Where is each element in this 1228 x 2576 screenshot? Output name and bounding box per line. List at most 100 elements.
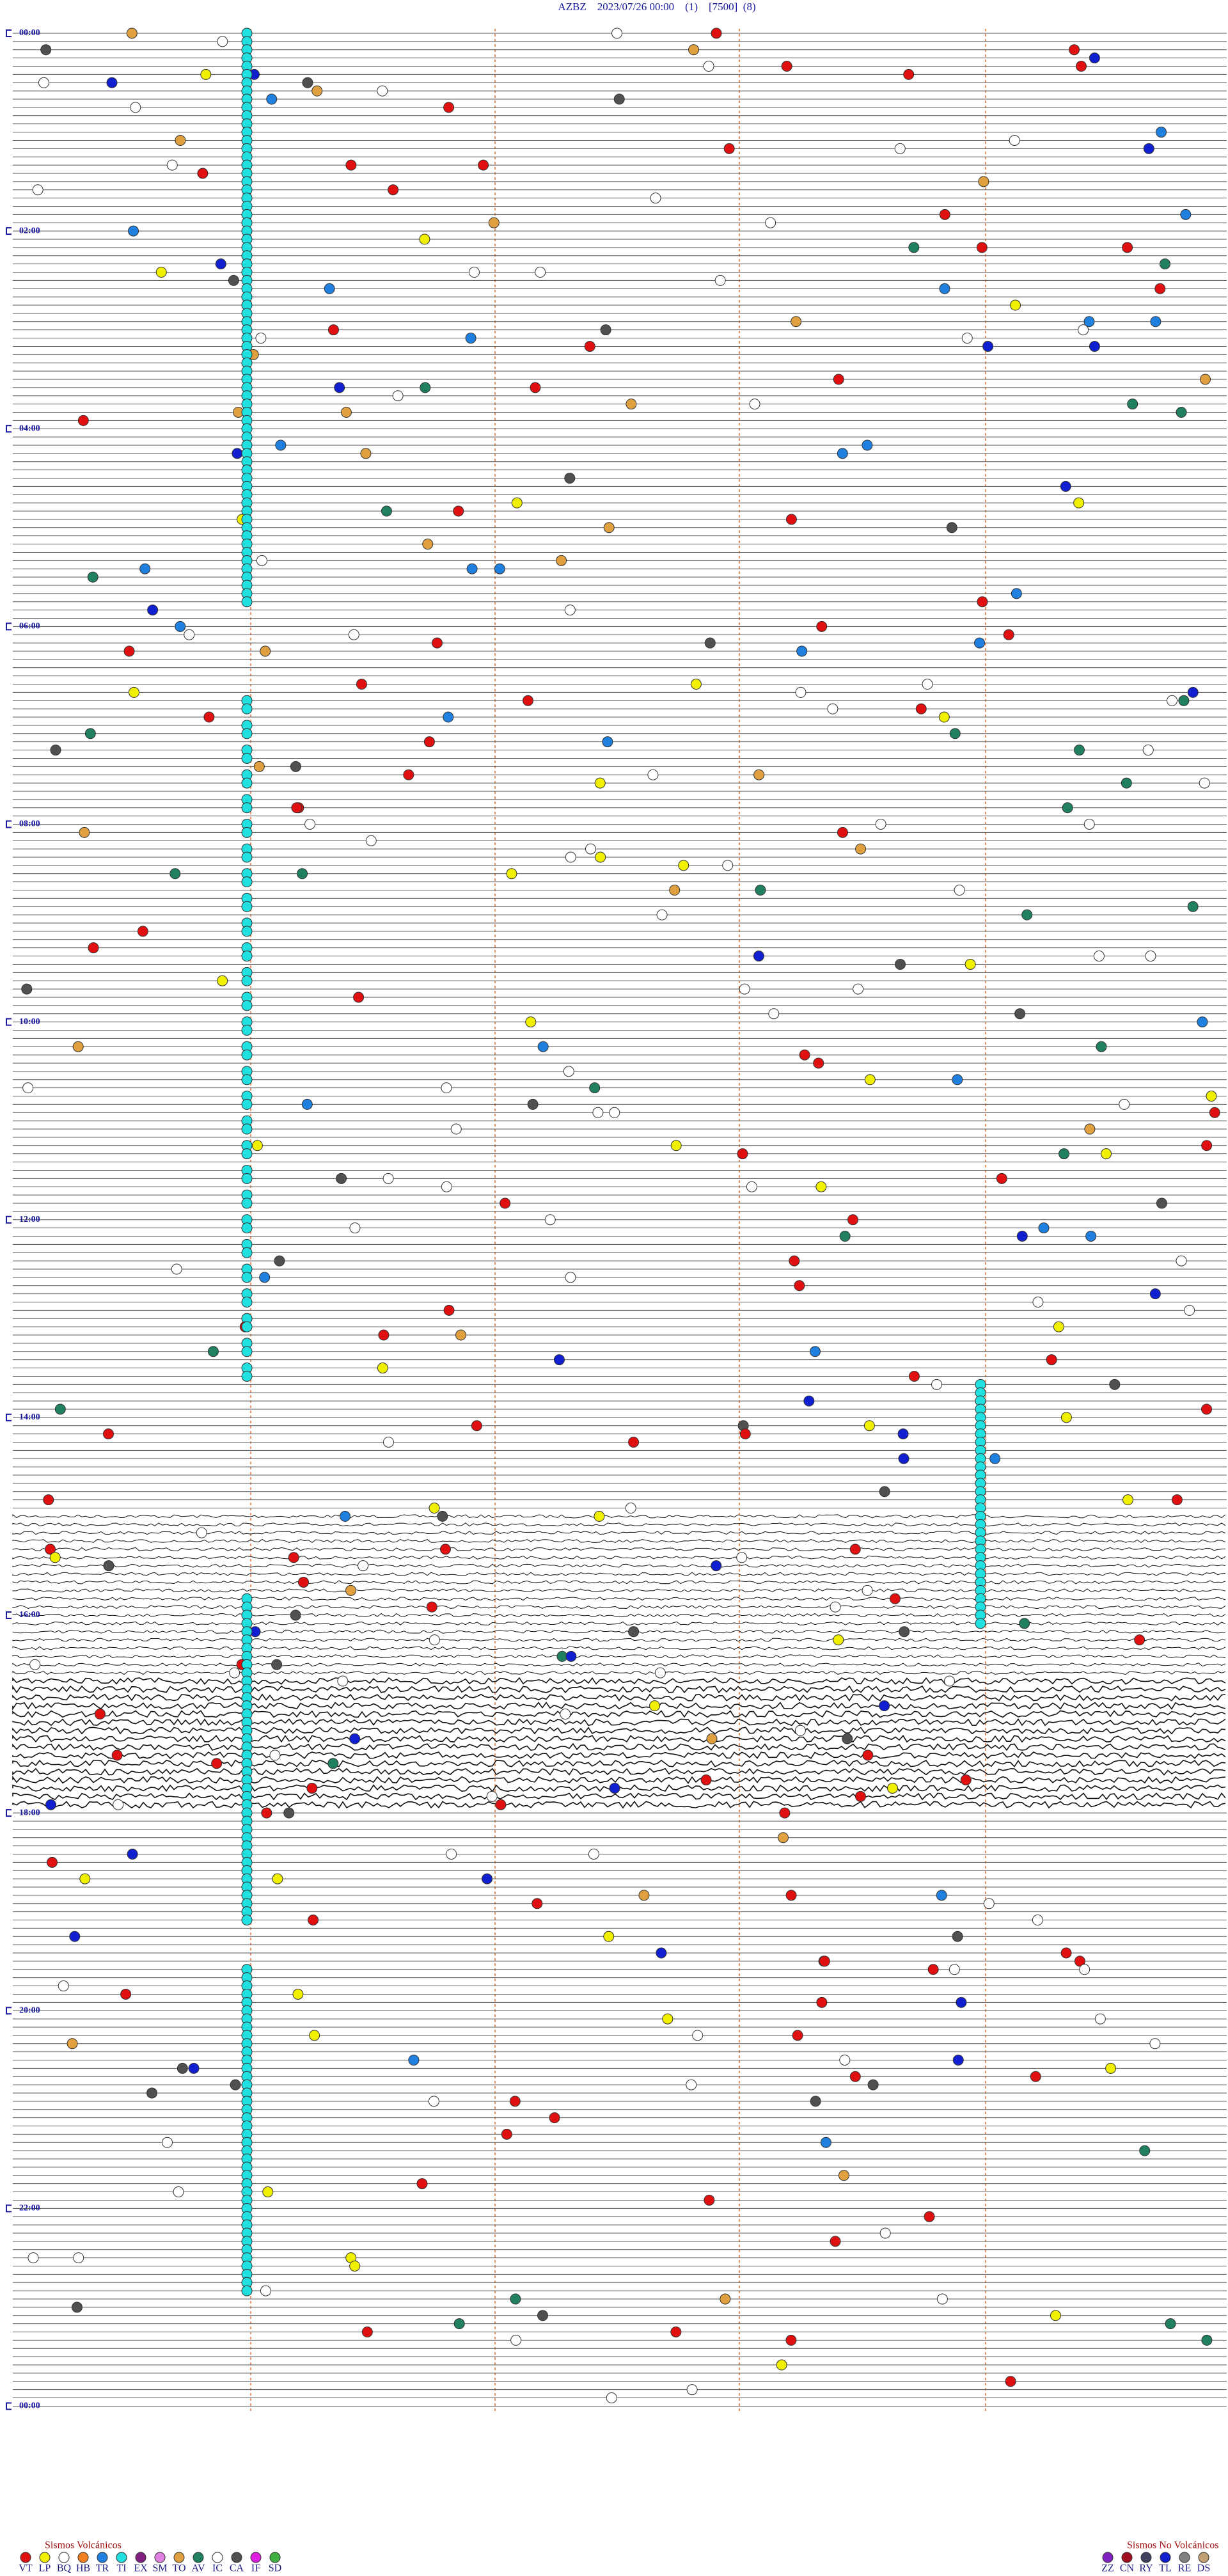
event-marker bbox=[816, 620, 828, 632]
event-marker bbox=[255, 333, 267, 344]
event-marker bbox=[1154, 283, 1166, 294]
event-marker bbox=[1167, 695, 1178, 706]
event-marker bbox=[854, 1790, 866, 1802]
event-marker bbox=[71, 2302, 83, 2313]
event-marker bbox=[755, 885, 766, 896]
legend-swatch bbox=[1140, 2552, 1152, 2563]
seismic-trace bbox=[12, 1588, 1226, 1593]
event-marker bbox=[1079, 1964, 1090, 1975]
event-marker bbox=[241, 1272, 253, 1283]
event-marker bbox=[711, 1560, 722, 1572]
event-marker bbox=[1121, 777, 1132, 789]
event-marker bbox=[88, 942, 99, 954]
event-marker bbox=[1032, 1297, 1044, 1308]
event-marker bbox=[102, 1428, 114, 1440]
event-marker bbox=[669, 885, 681, 896]
event-marker bbox=[603, 1931, 615, 1942]
event-marker bbox=[897, 1428, 909, 1440]
event-marker bbox=[260, 2285, 271, 2296]
event-marker bbox=[656, 909, 668, 921]
seismic-trace bbox=[12, 1800, 1226, 1809]
event-marker bbox=[260, 645, 271, 657]
event-marker bbox=[308, 1915, 319, 1926]
event-marker bbox=[1178, 695, 1190, 706]
event-marker bbox=[241, 777, 253, 789]
event-marker bbox=[175, 620, 186, 632]
event-marker bbox=[361, 2327, 373, 2338]
event-marker bbox=[169, 868, 181, 880]
event-marker bbox=[327, 324, 339, 336]
event-marker bbox=[103, 1560, 114, 1572]
event-marker bbox=[847, 1214, 858, 1226]
time-label: 06:00 bbox=[19, 622, 40, 631]
event-marker bbox=[1016, 1230, 1028, 1242]
seismic-trace bbox=[12, 1693, 1226, 1702]
event-marker bbox=[946, 522, 957, 533]
event-marker bbox=[197, 168, 209, 179]
event-marker bbox=[777, 1832, 789, 1844]
event-marker bbox=[638, 1890, 650, 1901]
event-marker bbox=[324, 283, 335, 294]
event-marker bbox=[1053, 1321, 1064, 1332]
event-marker bbox=[241, 1173, 253, 1184]
event-marker bbox=[94, 1709, 106, 1720]
event-marker bbox=[360, 448, 372, 459]
event-marker bbox=[956, 1996, 967, 2008]
event-marker bbox=[302, 77, 313, 88]
legend-swatch bbox=[212, 2552, 223, 2563]
event-marker bbox=[1073, 497, 1085, 509]
event-marker bbox=[1206, 1091, 1217, 1102]
event-marker bbox=[123, 645, 135, 657]
event-marker bbox=[1180, 209, 1192, 220]
event-marker bbox=[898, 1453, 909, 1464]
legend-label: SD bbox=[269, 2563, 281, 2574]
seismic-trace bbox=[12, 1734, 1226, 1743]
event-marker bbox=[603, 522, 615, 533]
event-marker bbox=[271, 1659, 283, 1670]
event-marker bbox=[815, 1181, 827, 1192]
event-marker bbox=[495, 1799, 507, 1810]
event-marker bbox=[879, 2227, 891, 2239]
event-marker bbox=[530, 382, 541, 393]
event-marker bbox=[1159, 258, 1170, 270]
seismic-trace bbox=[12, 1572, 1226, 1576]
event-marker bbox=[232, 448, 243, 459]
event-marker bbox=[1096, 1041, 1107, 1052]
event-marker bbox=[974, 637, 986, 649]
event-marker bbox=[147, 604, 159, 616]
event-marker bbox=[501, 2128, 512, 2140]
event-marker bbox=[1094, 2013, 1106, 2025]
event-marker bbox=[29, 1659, 41, 1670]
hour-marker bbox=[6, 1809, 12, 1817]
event-marker bbox=[1005, 2376, 1016, 2387]
event-marker bbox=[961, 333, 973, 344]
event-marker bbox=[420, 382, 431, 393]
event-marker bbox=[1011, 588, 1022, 599]
seismic-trace bbox=[12, 1580, 1226, 1584]
event-marker bbox=[837, 826, 848, 838]
event-marker bbox=[253, 761, 265, 772]
event-marker bbox=[553, 1354, 565, 1366]
event-marker bbox=[241, 826, 253, 838]
legend-swatch bbox=[20, 2552, 31, 2563]
event-marker bbox=[626, 399, 637, 410]
event-marker bbox=[785, 514, 797, 525]
event-marker bbox=[349, 2260, 361, 2272]
event-marker bbox=[419, 233, 430, 245]
legend-swatch bbox=[193, 2552, 204, 2563]
event-marker bbox=[1150, 316, 1161, 328]
seismic-trace bbox=[12, 1759, 1226, 1767]
event-marker bbox=[976, 242, 988, 253]
event-marker bbox=[1060, 480, 1071, 492]
event-marker bbox=[478, 159, 489, 171]
legend-label: TI bbox=[116, 2563, 126, 2574]
event-marker bbox=[453, 2318, 465, 2330]
event-marker bbox=[73, 2252, 84, 2264]
legend-title: Sismos Volcánicos bbox=[45, 2540, 122, 2551]
event-marker bbox=[692, 2030, 704, 2041]
event-marker bbox=[106, 77, 118, 88]
seismic-trace bbox=[12, 1563, 1226, 1568]
event-marker bbox=[899, 1626, 910, 1638]
event-marker bbox=[706, 1733, 718, 1744]
legend-swatch bbox=[39, 2552, 51, 2563]
